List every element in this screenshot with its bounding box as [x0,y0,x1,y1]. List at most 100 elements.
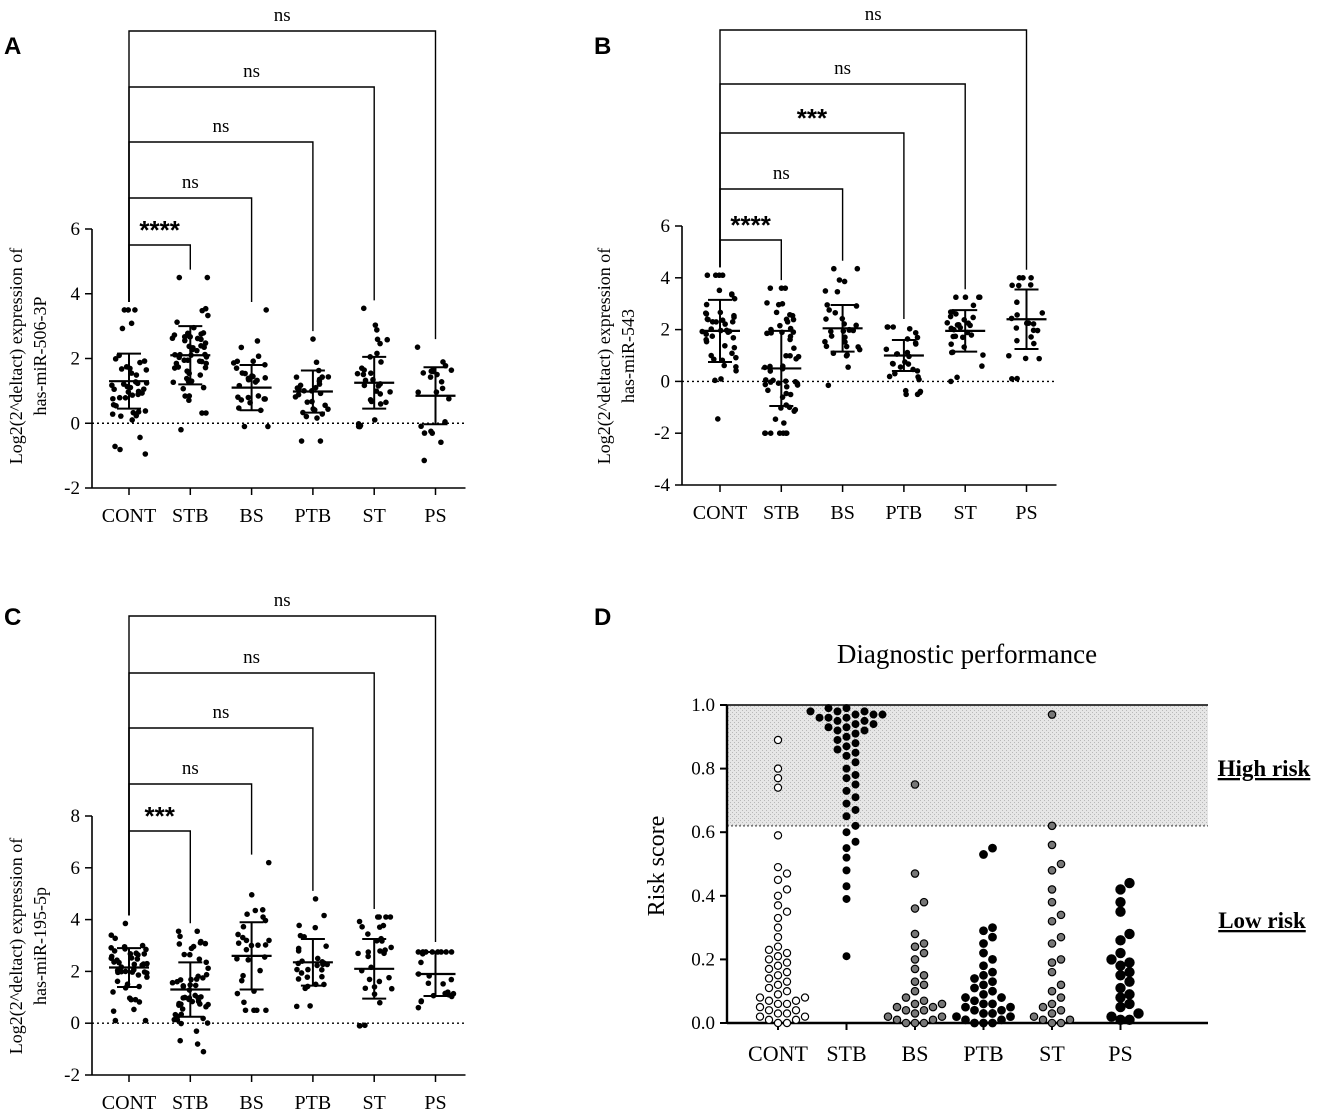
data-point-b [713,319,719,325]
data-point-c [362,1022,368,1029]
data-point-a [202,305,209,312]
data-point-c [388,985,395,992]
risk-point-cont [764,974,774,983]
risk-point-st [1056,955,1066,964]
data-point-a [387,389,393,395]
data-point-c [296,922,302,929]
risk-point-ptb [988,1009,997,1018]
risk-point-ps [1124,998,1135,1010]
risk-point-st [1047,866,1057,875]
data-point-a [374,350,380,357]
risk-point-stb [833,745,842,754]
risk-point-stb [851,780,860,789]
data-point-c [194,928,201,935]
risk-point-stb [842,774,851,783]
risk-point-cont [773,980,783,990]
risk-point-cont [773,764,783,773]
data-point-b [762,381,769,388]
data-point-c [235,931,241,938]
risk-point-ptb [961,1002,970,1012]
data-point-a [137,359,143,366]
data-point-b [841,278,848,285]
data-point-a [438,439,444,446]
data-point-b [782,378,789,384]
risk-point-stb [806,707,815,716]
data-point-a [368,398,375,405]
data-point-c [314,962,320,969]
data-point-b [703,336,709,343]
risk-point-ptb [979,970,988,980]
data-point-b [903,391,909,398]
data-point-a [263,307,269,313]
risk-point-cont [764,996,774,1005]
risk-point-ptb [970,1005,979,1015]
y-axis-label-c-line1: Log2(2^deltact) expression of [6,838,27,1054]
risk-point-cont [773,961,783,970]
data-point-c [175,928,182,935]
risk-point-cont [773,783,783,792]
data-point-a [250,358,257,365]
risk-point-stb [851,739,860,748]
risk-point-st [1056,859,1066,869]
data-point-c [110,989,116,995]
data-point-c [135,972,142,978]
data-point-c [312,896,319,902]
data-point-c [198,938,204,945]
data-point-c [235,940,242,946]
data-point-c [114,957,120,963]
data-point-b [731,312,737,319]
data-point-c [418,959,424,966]
y-axis-label-b-line1: Log2(2^deltact) expression of [594,248,615,464]
significance-label-a: ns [212,116,229,137]
data-point-c [259,906,266,913]
data-point-a [202,340,209,346]
data-point-b [980,352,986,358]
risk-point-cont [773,1009,783,1018]
risk-point-cont [773,875,783,885]
y-axis-label-a-line2: has-miR-506-3P [30,297,50,416]
risk-point-stb [878,710,887,719]
data-point-c [263,1007,269,1014]
data-point-c [176,1002,182,1008]
data-point-a [129,417,136,423]
data-point-c [376,978,383,985]
risk-point-st [1047,999,1057,1009]
risk-point-cont [773,952,783,961]
data-point-a [139,390,145,396]
risk-point-ps [1124,877,1135,889]
data-point-c [319,967,325,973]
risk-point-ps [1124,957,1135,968]
risk-point-stb [851,770,860,779]
data-point-b [787,311,793,318]
data-point-c [193,1028,200,1034]
x-tick-label-d: ST [1039,1041,1065,1066]
data-point-b [944,320,951,326]
y-tick-label-c: 0 [71,1013,81,1034]
data-point-a [194,347,200,354]
data-point-b [823,343,830,350]
data-point-c [179,1006,186,1012]
risk-point-stb [842,812,851,821]
data-point-b [783,352,789,359]
risk-point-bs [919,970,929,980]
risk-point-cont [773,923,783,932]
data-point-c [114,967,121,974]
y-axis-label-c-line2: has-miR-195-5p [30,887,50,1005]
data-point-b [733,367,739,374]
data-point-b [783,390,790,397]
data-point-b [1031,340,1037,347]
risk-point-cont [782,885,792,894]
data-point-a [135,409,142,415]
risk-point-ptb [979,989,988,999]
risk-point-stb [851,710,860,719]
x-tick-label-a: CONT [102,505,156,527]
data-point-c [355,950,361,957]
x-tick-label-b: PTB [886,502,923,524]
data-point-b [953,294,959,301]
data-point-b [883,346,890,353]
risk-point-st [1038,1002,1048,1012]
data-point-a [129,392,136,398]
risk-point-cont [773,913,783,923]
data-point-c [169,979,176,986]
data-point-b [824,302,830,308]
